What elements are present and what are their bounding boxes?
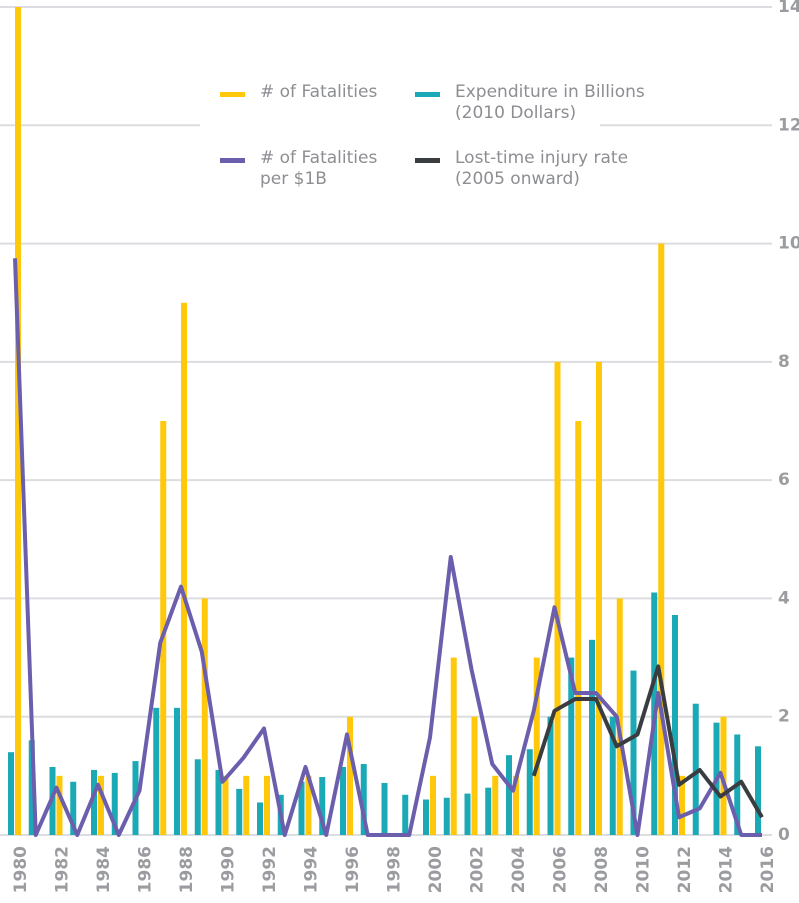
bar [28, 740, 35, 835]
x-tick-label: 1996 [343, 846, 363, 893]
bar [70, 781, 77, 835]
y-tick-label: 4 [778, 588, 790, 608]
bar [568, 657, 575, 835]
legend-label: # of Fatalities per $1B [260, 148, 378, 189]
x-tick-label: 1992 [260, 846, 280, 893]
y-tick-label: 14 [778, 0, 799, 17]
bar [506, 755, 512, 835]
legend-item: # of Fatalities per $1B [220, 148, 395, 190]
legend-item: # of Fatalities [220, 82, 395, 103]
bar [450, 657, 457, 835]
bar [464, 793, 471, 835]
legend-item: Lost-time injury rate (2005 onward) [415, 148, 655, 190]
x-tick-label: 1986 [136, 846, 156, 893]
bar [243, 775, 250, 835]
bar [305, 775, 312, 835]
bar [257, 802, 263, 835]
bar [526, 749, 533, 835]
x-tick-label: 2012 [675, 846, 695, 893]
y-tick-label: 10 [778, 234, 799, 254]
bar [298, 781, 305, 835]
x-tick-label: 2010 [634, 846, 654, 893]
x-tick-label: 2002 [468, 846, 488, 893]
legend-swatch [220, 158, 245, 163]
x-tick-label: 1990 [219, 846, 239, 893]
bar [692, 703, 699, 835]
bar [160, 421, 167, 835]
bar [8, 752, 14, 835]
bar [616, 598, 623, 835]
bar [360, 764, 367, 835]
bar [485, 787, 492, 835]
y-tick-label: 12 [778, 115, 799, 135]
bar [153, 707, 160, 835]
bar [236, 788, 243, 835]
bar [111, 772, 118, 835]
x-tick-label: 2006 [551, 846, 571, 893]
bar [492, 775, 499, 835]
bar [755, 746, 761, 835]
x-tick-label: 1988 [177, 846, 197, 893]
y-tick-label: 8 [778, 352, 790, 372]
x-tick-label: 1980 [11, 846, 31, 893]
bar [15, 7, 21, 835]
line [13, 258, 762, 837]
y-tick-label: 6 [778, 470, 790, 490]
bar [589, 639, 595, 835]
bar [672, 614, 678, 835]
legend-label: Expenditure in Billions (2010 Dollars) [455, 82, 645, 123]
bar [381, 782, 388, 835]
bar [402, 794, 409, 835]
bar [201, 598, 208, 835]
line [531, 664, 764, 819]
x-tick-label: 2014 [717, 846, 737, 893]
x-tick-label: 2000 [426, 846, 446, 893]
y-tick-label: 2 [778, 707, 790, 727]
legend-label: # of Fatalities [260, 82, 378, 102]
x-tick-label: 1984 [94, 846, 114, 893]
bar [222, 775, 229, 835]
legend-swatch [415, 158, 440, 163]
bar [658, 243, 665, 836]
bar [91, 769, 97, 835]
bar [215, 769, 222, 835]
bar [630, 670, 637, 835]
bar [554, 361, 561, 835]
legend-swatch [415, 92, 440, 97]
x-tick-label: 1982 [53, 846, 73, 893]
legend-swatch [220, 92, 245, 97]
x-tick-label: 1994 [302, 846, 322, 893]
bar [174, 707, 180, 835]
x-tick-label: 2008 [592, 846, 612, 893]
legend-item: Expenditure in Billions (2010 Dollars) [415, 82, 655, 124]
bar [430, 775, 436, 835]
bar [575, 421, 582, 835]
bar [533, 657, 540, 835]
bar [596, 361, 602, 835]
bar [547, 716, 554, 835]
bar [347, 716, 353, 835]
bar [443, 797, 450, 835]
bar [471, 716, 478, 835]
bar [609, 716, 616, 835]
y-tick-label: 0 [778, 825, 790, 845]
x-tick-label: 2004 [509, 846, 529, 893]
x-tick-label: 2016 [758, 846, 778, 893]
bar [513, 775, 519, 835]
bar [319, 777, 326, 835]
bar [56, 775, 63, 835]
bar [264, 775, 270, 835]
bar [194, 759, 201, 835]
x-tick-label: 1998 [385, 846, 405, 893]
bar [679, 775, 685, 835]
legend: # of Fatalities Expenditure in Billions (… [200, 62, 645, 202]
bar [98, 775, 104, 835]
legend-label: Lost-time injury rate (2005 onward) [455, 148, 629, 189]
bar [181, 302, 187, 835]
bar [423, 799, 429, 835]
bar [340, 766, 346, 835]
